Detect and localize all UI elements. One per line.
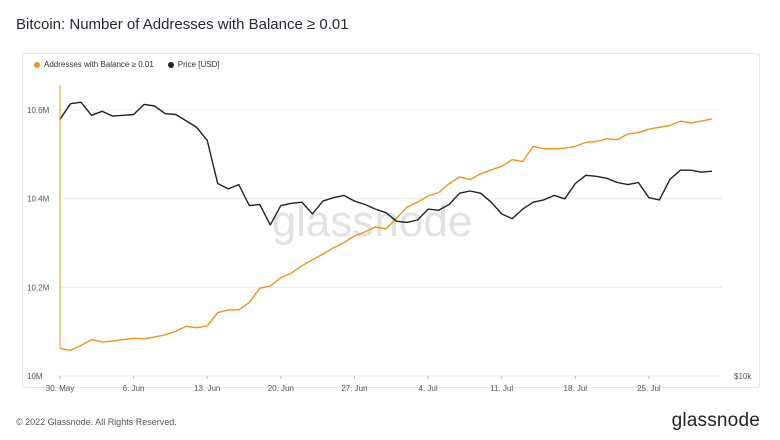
chart-title: Bitcoin: Number of Addresses with Balanc… bbox=[16, 16, 349, 33]
copyright-text: © 2022 Glassnode. All Rights Reserved. bbox=[16, 417, 177, 427]
x-tick-label: 6. Jun bbox=[123, 384, 145, 393]
y-tick-label: 10M bbox=[27, 372, 43, 381]
x-tick-label: 4. Jul bbox=[419, 384, 438, 393]
legend-label-addresses: Addresses with Balance ≥ 0.01 bbox=[44, 60, 154, 69]
price-line bbox=[59, 101, 713, 226]
chart-card bbox=[22, 53, 760, 388]
x-axis: 30. May 6. Jun 13. Jun 20. Jun 27. Jun 4. Jul… bbox=[46, 376, 661, 393]
legend-item-addresses[interactable]: Addresses with Balance ≥ 0.01 bbox=[34, 60, 154, 69]
chart-legend: Addresses with Balance ≥ 0.01 Price [USD… bbox=[34, 60, 220, 69]
series-lines bbox=[59, 85, 713, 351]
legend-item-price[interactable]: Price [USD] bbox=[167, 60, 220, 69]
addresses-line bbox=[59, 118, 713, 351]
addresses-legend-dot bbox=[34, 61, 40, 68]
x-tick-label: 20. Jun bbox=[268, 384, 294, 393]
y-axis-left: 10M 10.2M 10.4M 10.6M bbox=[27, 106, 50, 381]
y-tick-label: 10.2M bbox=[27, 283, 50, 292]
x-tick-label: 18. Jul bbox=[564, 384, 588, 393]
x-tick-label: 11. Jul bbox=[490, 384, 513, 393]
x-tick-label: 27. Jun bbox=[341, 384, 367, 393]
price-legend-dot bbox=[167, 61, 174, 68]
x-tick-label: 13. Jun bbox=[194, 384, 220, 393]
watermark: glassnode bbox=[272, 197, 473, 246]
y-tick-label: 10.4M bbox=[27, 195, 50, 204]
y-axis-right: $10k bbox=[734, 372, 752, 381]
chart-grid bbox=[58, 109, 722, 377]
y-right-tick-label: $10k bbox=[734, 372, 752, 381]
glassnode-logo[interactable]: glassnode bbox=[671, 410, 760, 431]
x-tick-label: 25. Jul bbox=[637, 384, 661, 393]
legend-label-price: Price [USD] bbox=[177, 60, 220, 69]
x-tick-label: 30. May bbox=[46, 384, 74, 393]
y-tick-label: 10.6M bbox=[27, 106, 50, 115]
